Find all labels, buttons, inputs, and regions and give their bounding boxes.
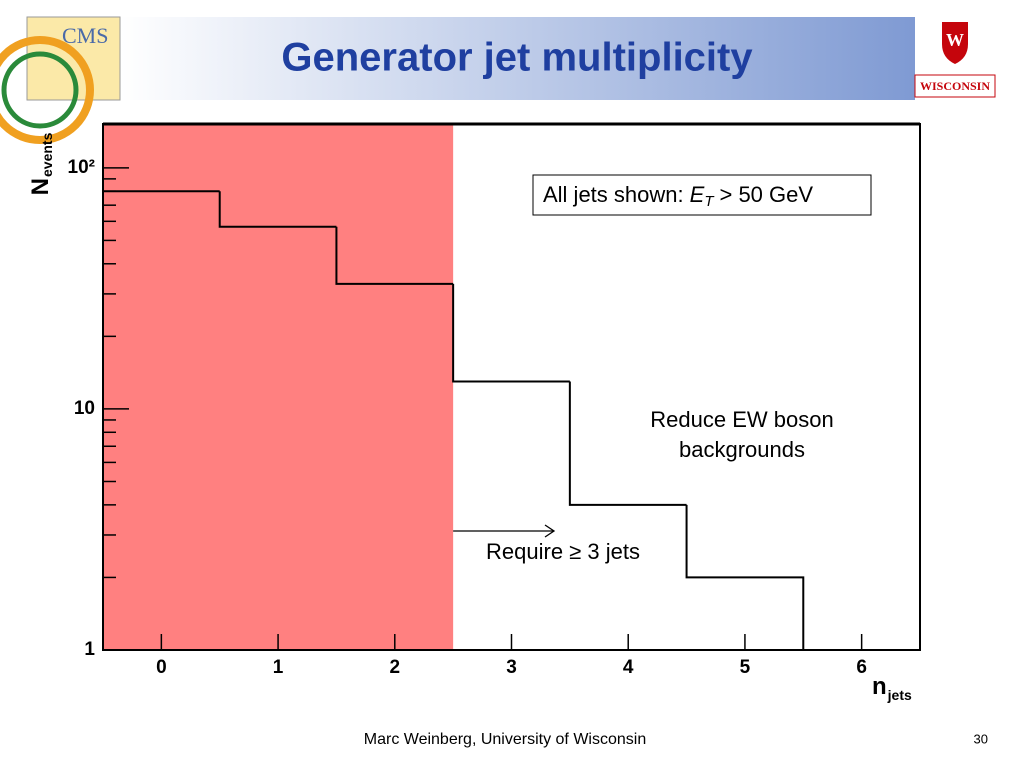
- box-label-symbol: E: [690, 182, 705, 207]
- cms-logo: CMS: [0, 16, 121, 144]
- x-axis-label: njets: [872, 673, 912, 702]
- x-axis-label-sub: jets: [887, 687, 912, 703]
- box-label: All jets shown: ET > 50 GeV: [543, 182, 813, 210]
- x-tick-label: 4: [623, 657, 634, 678]
- svg-text:W: W: [946, 30, 964, 50]
- footer: Marc Weinberg, University of Wisconsin: [364, 731, 646, 748]
- logo-text: CMS: [62, 23, 108, 48]
- label-box: [532, 174, 872, 216]
- x-tick-label: 1: [273, 657, 284, 678]
- y-axis-label-sub: events: [39, 132, 55, 177]
- histogram-bin: [568, 381, 687, 506]
- box-label-prefix: All jets shown:: [543, 182, 684, 207]
- box-label-suffix: > 50 GeV: [719, 182, 813, 207]
- x-axis-label-main: n: [872, 673, 887, 700]
- histogram-bin: [218, 191, 337, 228]
- box-label-subscript: T: [704, 193, 715, 210]
- x-tick-label: 3: [506, 657, 517, 678]
- y-tick-label: 1: [84, 639, 95, 660]
- slide-title: Generator jet multiplicity: [281, 36, 753, 80]
- histogram-bin: [685, 504, 805, 650]
- histogram-bin: [452, 283, 570, 383]
- annotation: Require ≥ 3 jets: [486, 539, 640, 564]
- wisconsin-logo: W WISCONSIN: [914, 22, 996, 98]
- y-axis-label-main: N: [27, 178, 54, 195]
- logo-text: WISCONSIN: [920, 79, 990, 93]
- title-bar: [120, 17, 915, 100]
- x-tick-label: 6: [856, 657, 867, 678]
- y-tick-label: 10: [74, 398, 95, 419]
- y-tick-label: 10²: [68, 157, 95, 178]
- x-tick-label: 2: [389, 657, 400, 678]
- annotation: backgrounds: [679, 437, 805, 462]
- x-tick-label: 0: [156, 657, 167, 678]
- arrow: [453, 524, 556, 538]
- histogram-bin: [335, 226, 454, 285]
- page-number: 30: [974, 731, 988, 746]
- annotation: Reduce EW boson: [650, 407, 833, 432]
- x-tick-label: 5: [740, 657, 751, 678]
- shaded-region: [103, 124, 454, 650]
- y-axis-label: Nevents: [27, 132, 54, 195]
